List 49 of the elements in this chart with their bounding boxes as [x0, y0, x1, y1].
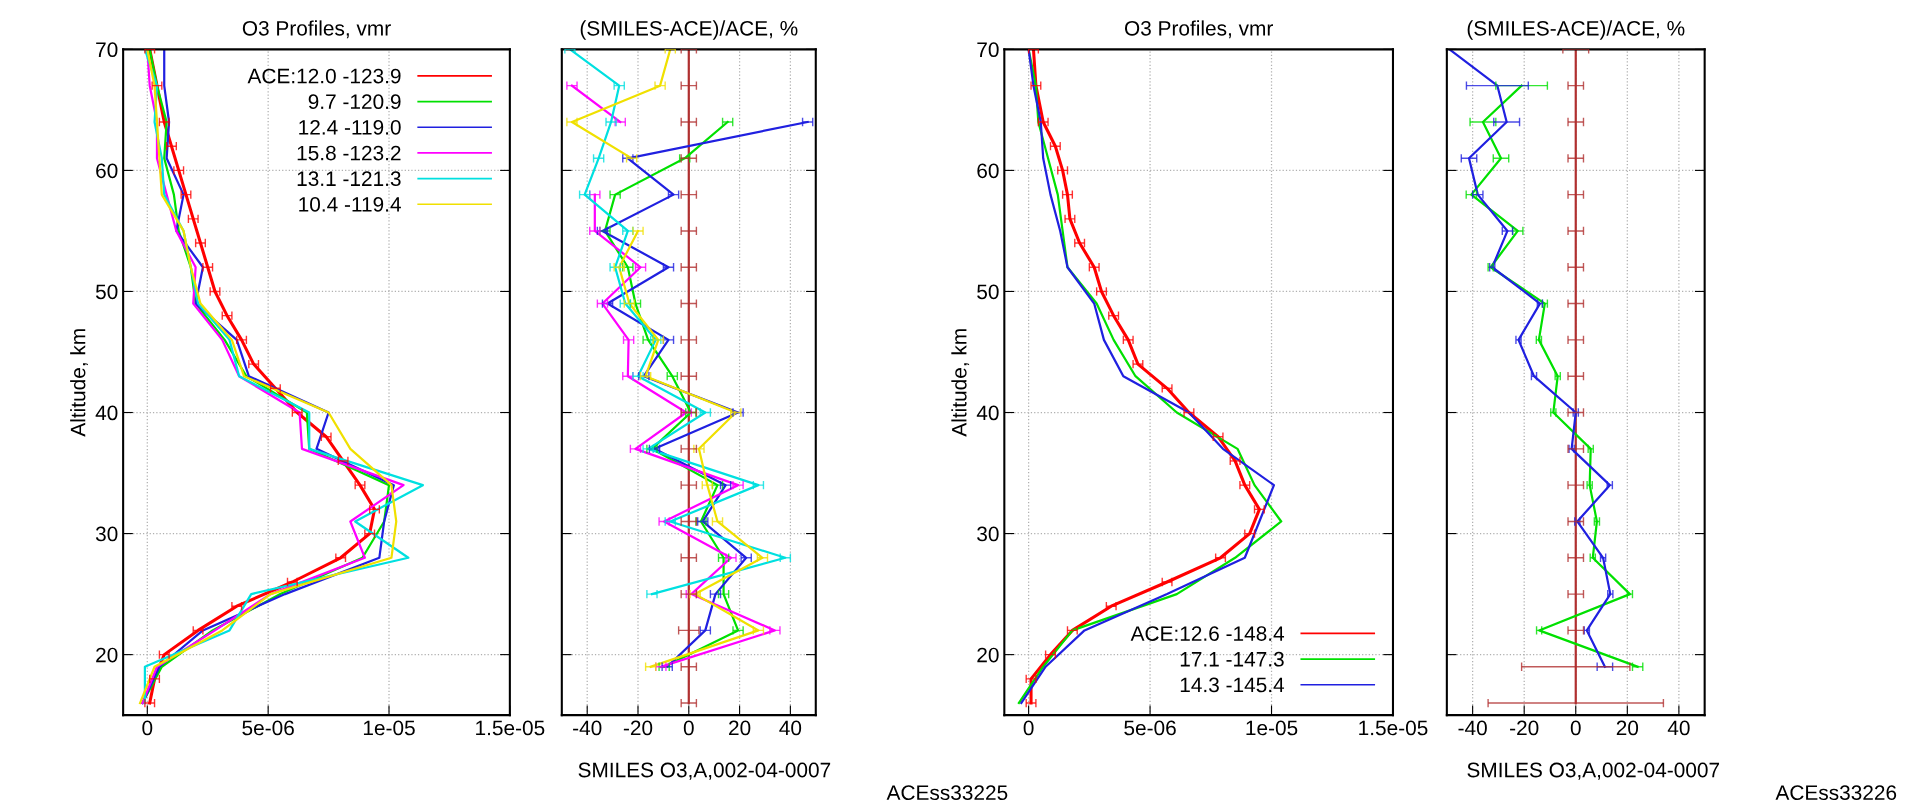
chart-title: O3 Profiles, vmr	[1124, 20, 1273, 39]
y-tick-label: 50	[977, 284, 999, 300]
x-tick-label: 0	[1023, 720, 1034, 736]
chart-title: O3 Profiles, vmr	[242, 20, 391, 39]
y-axis-title: Altitude, km	[951, 329, 970, 437]
y-tick-label: 60	[96, 163, 118, 179]
legend-label: ACE:12.0 -123.9	[247, 68, 401, 84]
legend-label: 17.1 -147.3	[1180, 651, 1284, 667]
x-tick-label: 5e-06	[1124, 720, 1176, 736]
y-tick-label: 60	[977, 163, 999, 179]
x-tick-label: 5e-06	[242, 720, 294, 736]
x-tick-label: 40	[1667, 720, 1690, 736]
y-tick-label: 70	[977, 42, 999, 58]
y-tick-label: 20	[977, 647, 999, 663]
legend-label: 12.4 -119.0	[299, 119, 401, 135]
legend-label: 10.4 -119.4	[299, 197, 401, 212]
text: ACEss33226	[1775, 785, 1897, 801]
chart-title: (SMILES-ACE)/ACE, %	[580, 20, 798, 40]
x-tick-label: 0	[1570, 720, 1581, 736]
x-tick-label: -20	[1510, 720, 1539, 736]
x-tick-label: 40	[779, 720, 802, 736]
y-tick-label: 50	[95, 284, 118, 300]
chart-title: (SMILES-ACE)/ACE, %	[1467, 20, 1685, 40]
y-axis-title: Altitude, km	[70, 329, 88, 437]
y-tick-label: 30	[95, 526, 118, 542]
text: ACEss33225	[886, 785, 1008, 801]
x-tick-label: -40	[573, 720, 602, 736]
legend-label: 15.8 -123.2	[297, 145, 401, 161]
legend-label: ACE:12.6 -148.4	[1130, 626, 1285, 641]
x-tick-label: -40	[1458, 720, 1487, 736]
x-tick-label: 1e-05	[363, 720, 415, 736]
x-tick-label: 1.5e-05	[476, 720, 545, 736]
y-tick-label: 30	[977, 526, 999, 542]
x-tick-label: 20	[1616, 720, 1639, 736]
legend-label: 14.3 -145.4	[1180, 677, 1285, 693]
x-tick-label: -20	[623, 720, 653, 736]
y-tick-label: 40	[95, 405, 118, 421]
x-tick-label: 0	[683, 720, 694, 736]
y-tick-label: 70	[96, 42, 118, 58]
text: SMILES O3,A,002-04-0007	[578, 762, 831, 780]
legend-label: 13.1 -121.3	[297, 171, 401, 187]
y-tick-label: 20	[96, 647, 118, 663]
x-tick-label: 1.5e-05	[1359, 720, 1428, 736]
text: SMILES O3,A,002-04-0007	[1467, 762, 1720, 780]
x-tick-label: 0	[142, 720, 153, 736]
y-tick-label: 40	[976, 405, 999, 421]
x-tick-label: 20	[729, 720, 751, 736]
x-tick-label: 1e-05	[1246, 720, 1298, 736]
legend-label: 9.7 -120.9	[308, 94, 401, 110]
